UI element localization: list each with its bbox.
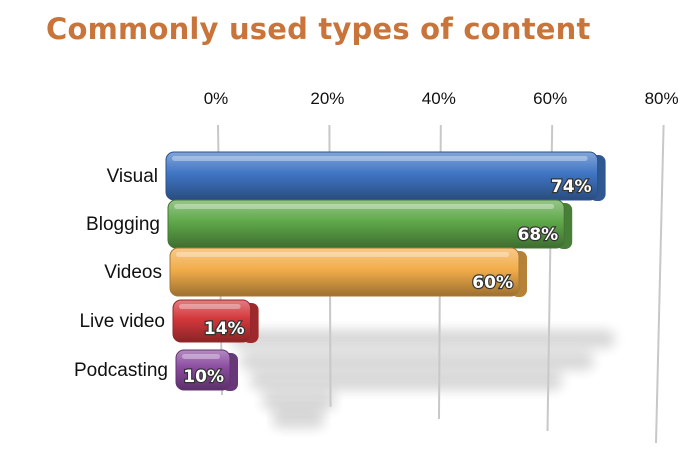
bar-podcasting — [175, 349, 238, 391]
data-label-videos: 60% — [472, 273, 513, 293]
category-label-visual: Visual — [107, 166, 158, 187]
bar-live-video — [172, 299, 259, 343]
data-label-blogging: 68% — [517, 225, 558, 245]
bar-highlight-visual — [172, 156, 588, 161]
bar-shadow-podcasting — [272, 410, 325, 428]
gridline-80 — [655, 124, 665, 444]
bar-highlight-videos — [176, 252, 509, 257]
x-tick-label-20: 20% — [310, 89, 344, 108]
category-label-blogging: Blogging — [86, 214, 160, 235]
bar-visual — [165, 151, 606, 201]
bar-shadows — [230, 330, 616, 428]
x-tick-label-80: 80% — [645, 89, 679, 108]
bar-body-live-video — [172, 299, 252, 343]
chart-title: Commonly used types of content — [46, 12, 591, 46]
x-tick-label-60: 60% — [533, 89, 567, 108]
x-tick-label-0: 0% — [204, 89, 229, 108]
bar-blogging — [167, 199, 573, 249]
bar-shadow-live-video — [262, 392, 336, 410]
bar-shadow-visual — [230, 330, 616, 348]
category-label-live-video: Live video — [79, 311, 165, 332]
data-label-visual: 74% — [551, 177, 592, 197]
bar-highlight-live-video — [179, 304, 241, 309]
bar-shadow-blogging — [240, 352, 594, 370]
category-labels: Visual Blogging Videos Live video Podcasting — [74, 166, 168, 381]
data-label-live-video: 14% — [204, 319, 245, 339]
x-tick-label-40: 40% — [422, 89, 456, 108]
data-label-podcasting: 10% — [183, 367, 224, 387]
x-axis-tick-labels: 0% 20% 40% 60% 80% — [204, 89, 679, 108]
bars: 74% 68% 60% 14% 10% — [165, 151, 606, 391]
bar-shadow-videos — [250, 372, 563, 390]
bar-highlight-blogging — [174, 204, 555, 209]
category-label-podcasting: Podcasting — [74, 360, 168, 381]
bar-body-podcasting — [175, 349, 231, 391]
bar-highlight-podcasting — [182, 354, 220, 359]
bar-videos — [169, 247, 527, 297]
category-label-videos: Videos — [104, 262, 162, 283]
bar-body-videos — [169, 247, 520, 297]
